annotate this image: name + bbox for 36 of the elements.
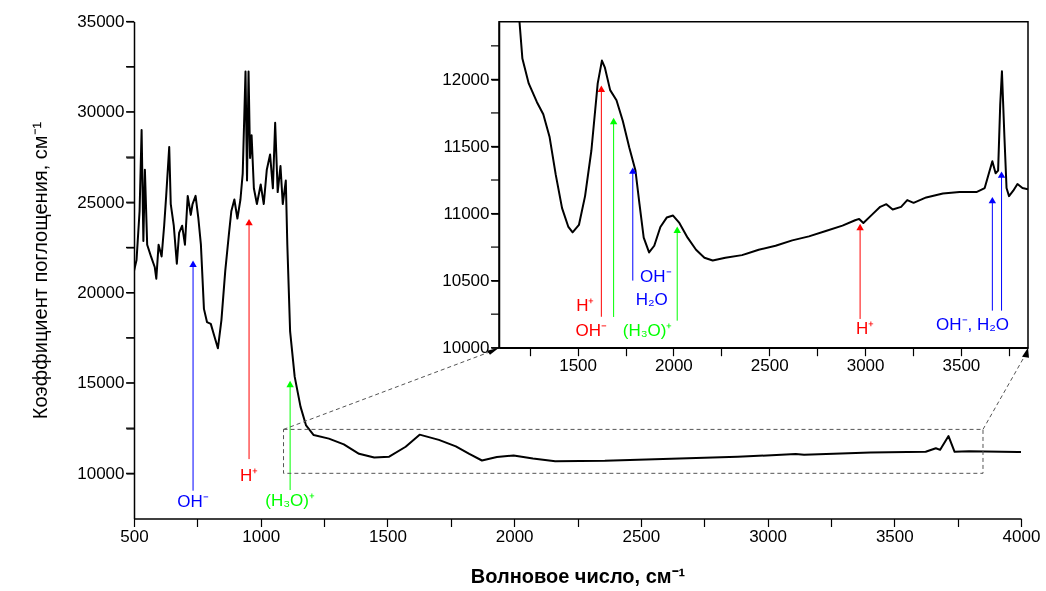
x-axis-title: Волновое число, см⁻¹	[470, 565, 686, 587]
annotation: (H₃O)⁺	[265, 491, 315, 511]
annotation: OH⁻, H₂O	[936, 314, 1010, 334]
annotation: H₂O	[635, 289, 668, 309]
annotation: OH⁻	[640, 266, 672, 286]
y-axis-title: Коэффициент поглощения, см⁻¹	[28, 121, 51, 420]
annotation: H⁺	[855, 318, 875, 338]
y-tick-label: 12000	[442, 69, 490, 89]
x-tick-label: 3000	[749, 527, 787, 546]
x-tick-label: 500	[120, 527, 149, 546]
x-tick-label: 3500	[942, 356, 981, 376]
x-tick-label: 2000	[495, 527, 534, 546]
x-tick-label: 3500	[875, 527, 914, 546]
annotation: OH⁻	[575, 320, 608, 340]
y-tick-label: 11000	[443, 204, 490, 224]
x-tick-label: 2500	[622, 527, 661, 546]
x-tick-label: 1500	[369, 527, 407, 546]
y-tick-label: 10000	[442, 338, 490, 358]
y-tick-label: 10500	[442, 271, 490, 291]
x-tick-label: 4000	[1002, 527, 1041, 546]
y-tick-label: 20000	[77, 283, 125, 303]
x-tick-label: 3000	[846, 356, 885, 376]
annotation: H⁺	[576, 295, 595, 315]
annotation: (H₃O)⁺	[622, 320, 673, 340]
y-tick-label: 30000	[77, 102, 125, 122]
y-tick-label: 25000	[77, 192, 125, 212]
y-tick-label: 10000	[77, 463, 125, 483]
annotation: OH⁻	[177, 491, 209, 511]
annotation: H⁺	[239, 466, 259, 486]
x-tick-label: 1500	[559, 356, 597, 376]
x-tick-label: 2000	[655, 356, 693, 376]
y-tick-label: 15000	[77, 373, 125, 393]
x-tick-label: 2500	[750, 356, 789, 376]
y-tick-label: 11500	[443, 136, 490, 156]
x-tick-label: 1000	[242, 527, 281, 546]
y-tick-label: 35000	[77, 12, 125, 31]
